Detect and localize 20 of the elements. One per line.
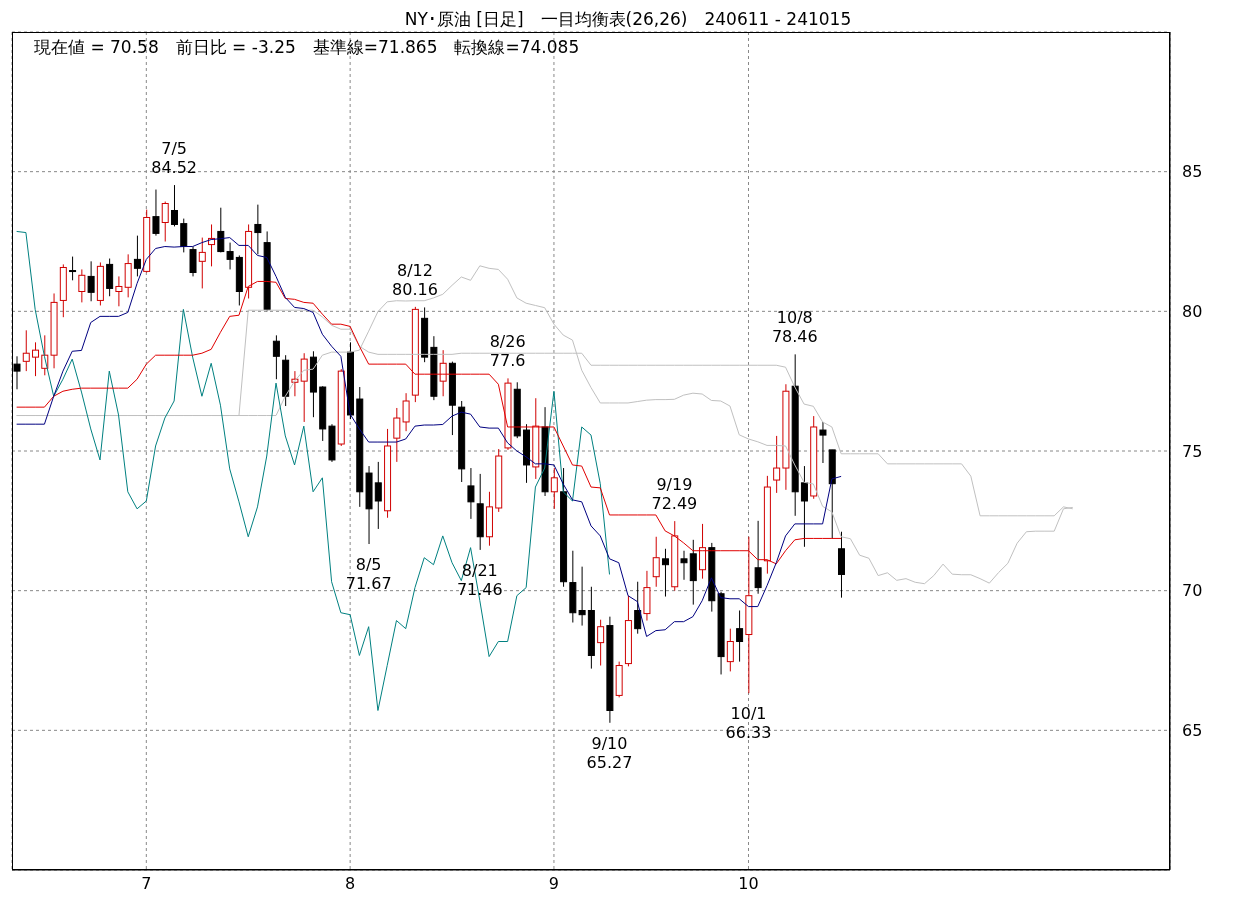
annotation: 8/26 77.6 — [489, 332, 526, 371]
x-tick-label: 8 — [345, 874, 356, 894]
annotation: 10/1 66.33 — [725, 704, 772, 743]
x-tick-label: 9 — [548, 874, 560, 894]
x-tick-label: 7 — [141, 874, 152, 894]
annotation: 8/21 71.46 — [456, 560, 503, 599]
x-tick-label: 10 — [738, 874, 759, 894]
chart-title: NY･原油 [日足] 一目均衡表(26,26) 240611 - 241015 — [403, 8, 853, 30]
y-tick-label: 65 — [1182, 721, 1203, 741]
annotation: 10/8 78.46 — [771, 308, 818, 347]
annotation: 7/5 84.52 — [151, 139, 198, 178]
chart-subtitle: 現在値 = 70.58 前日比 = -3.25 基準線=71.865 転換線=74.085 — [34, 36, 580, 58]
y-tick-label: 75 — [1182, 441, 1203, 461]
annotation: 9/10 65.27 — [586, 733, 633, 772]
y-tick-label: 70 — [1182, 581, 1203, 601]
y-tick-label: 80 — [1182, 302, 1203, 322]
annotation: 9/19 72.49 — [651, 475, 698, 514]
annotation: 8/12 80.16 — [392, 260, 438, 299]
y-tick-label: 85 — [1182, 162, 1203, 182]
annotation: 8/5 71.67 — [345, 555, 392, 594]
